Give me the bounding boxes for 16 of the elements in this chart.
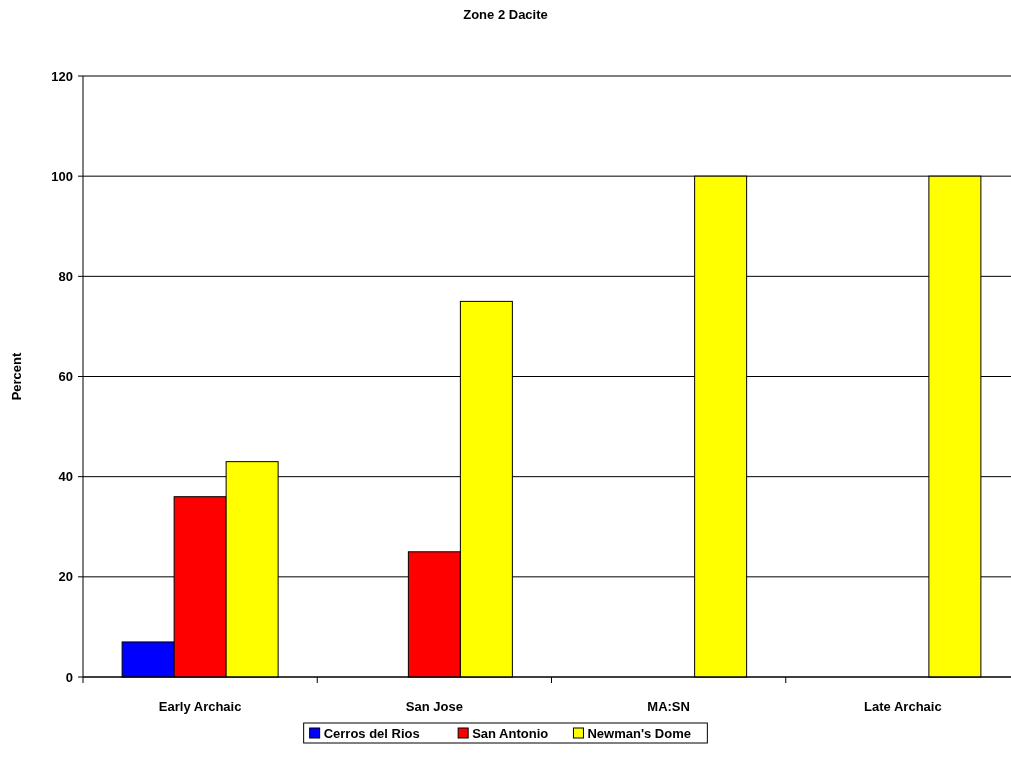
y-tick-label: 0 <box>65 669 73 685</box>
legend-label: Cerros del Rios <box>323 725 420 741</box>
x-tick-label: MA:SN <box>647 699 690 714</box>
y-tick-label: 80 <box>58 268 73 284</box>
y-tick-label: 100 <box>51 168 73 184</box>
y-tick-label: 120 <box>51 68 73 84</box>
x-tick-label: Early Archaic <box>158 699 242 714</box>
y-tick-label: 60 <box>58 369 73 385</box>
chart-title: Zone 2 Dacite <box>463 7 548 22</box>
y-tick-label: 40 <box>58 469 73 485</box>
x-tick-label: Late Archaic <box>864 699 942 714</box>
x-tick-label: San Jose <box>405 699 463 714</box>
y-axis-title: Percent <box>9 351 24 401</box>
legend-label: Newman's Dome <box>587 725 691 741</box>
legend-label: San Antonio <box>472 725 549 741</box>
y-tick-label: 20 <box>58 569 73 585</box>
